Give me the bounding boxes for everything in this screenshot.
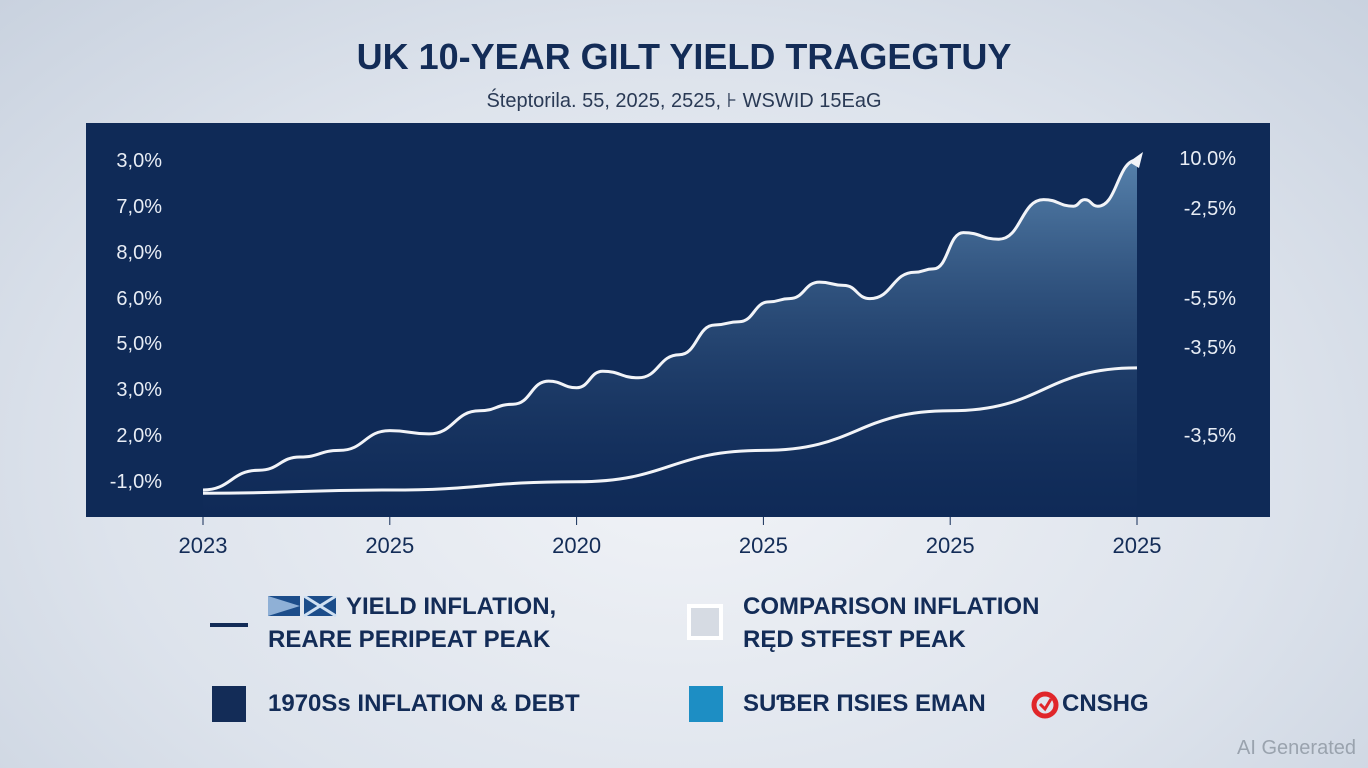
y-tick-right: -2,5%: [1184, 198, 1236, 220]
legend-yield-line1: YIELD INFLATION,: [346, 593, 557, 620]
legend-comparison-line2: RĘD STFEST PEAK: [743, 626, 966, 653]
x-tick-label: 2023: [179, 533, 228, 558]
legend-comparison-line1: COMPARISON INFLATION: [743, 593, 1040, 620]
legend-swatch-comparison: [687, 604, 723, 640]
y-tick-left: 2,0%: [116, 425, 162, 447]
x-tick-label: 2025: [926, 533, 975, 558]
y-tick-left: 5,0%: [116, 333, 162, 355]
chart-subtitle: Śteptorila. 55, 2025, 2525, ⊦ WSWID 15Ea…: [486, 90, 882, 112]
x-tick-label: 2025: [1113, 533, 1162, 558]
y-tick-left: 3,0%: [116, 150, 162, 172]
legend-swatch-yield-line: [210, 623, 248, 627]
yield-line: [202, 158, 1138, 492]
x-tick-label: 2020: [552, 533, 601, 558]
logo-icon: [1031, 691, 1059, 719]
legend-swatch-1970s: [212, 686, 246, 722]
comparison-line: [202, 366, 1138, 495]
y-tick-left: -1,0%: [110, 471, 162, 493]
chart-title: UK 10-YEAR GILT YIELD TRAGEGTUY: [356, 36, 1012, 77]
yield-area: [203, 160, 1137, 517]
legend-yield-line2: REARE PERIPEAT PEAK: [268, 626, 551, 653]
y-tick-right: -3,5%: [1184, 425, 1236, 447]
legend-blue: SUƁER ПSIES EMAN: [743, 690, 986, 717]
uk-flag-icon: [268, 596, 337, 618]
legend-swatch-blue: [689, 686, 723, 722]
watermark: AI Generated: [1237, 737, 1356, 759]
y-tick-right: 10.0%: [1179, 148, 1236, 170]
y-tick-right: -3,5%: [1184, 337, 1236, 359]
arrow-head-icon: [1129, 152, 1143, 168]
y-tick-right: -5,5%: [1184, 288, 1236, 310]
logo-text: CNSHG: [1062, 690, 1149, 717]
x-tick-label: 2025: [365, 533, 414, 558]
x-tick-label: 2025: [739, 533, 788, 558]
y-tick-left: 8,0%: [116, 242, 162, 264]
y-tick-left: 6,0%: [116, 288, 162, 310]
y-tick-left: 3,0%: [116, 379, 162, 401]
legend-1970s: 1970Ss INFLATION & DEBT: [268, 690, 580, 717]
y-tick-left: 7,0%: [116, 196, 162, 218]
